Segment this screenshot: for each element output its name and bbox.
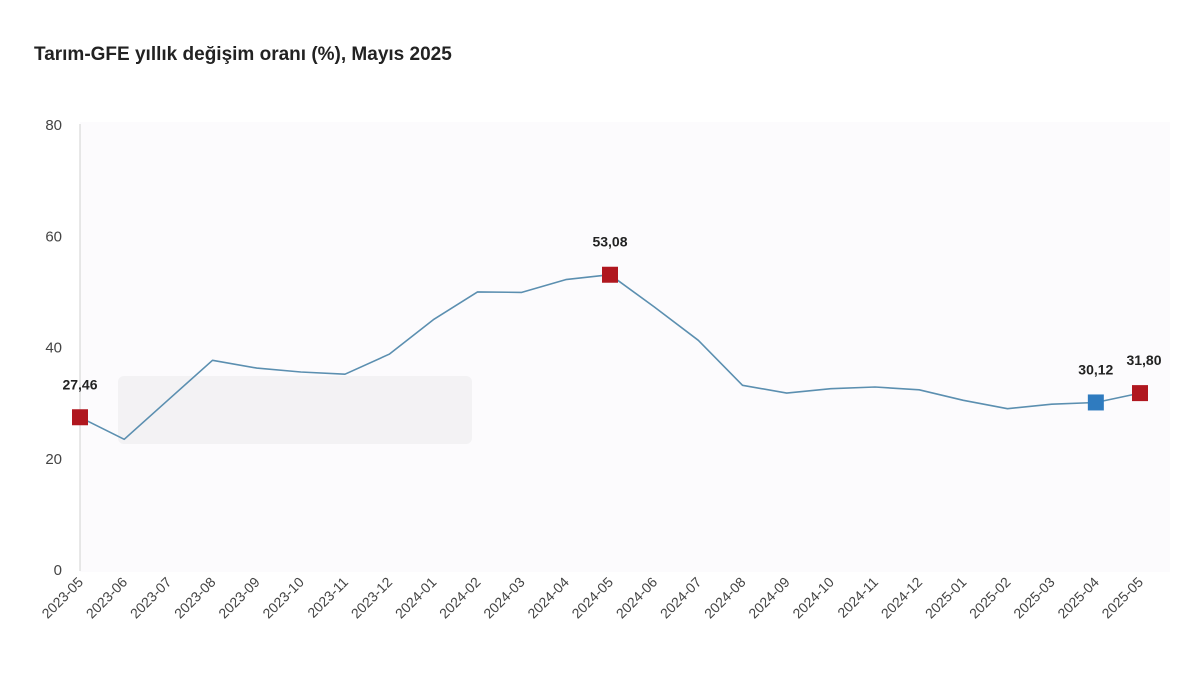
y-tick-label: 40 (45, 340, 62, 357)
x-tick-label: 2023-06 (83, 574, 131, 622)
x-tick-label: 2023-11 (304, 574, 351, 621)
highlight-marker (1087, 394, 1104, 411)
x-tick-label: 2023-10 (259, 574, 307, 622)
highlight-marker (602, 266, 618, 283)
x-tick-label: 2024-04 (524, 574, 572, 622)
x-tick-label: 2023-12 (348, 574, 396, 622)
highlight-marker (1132, 385, 1148, 402)
x-tick-label: 2024-10 (789, 574, 837, 622)
x-tick-label: 2024-03 (480, 574, 528, 622)
data-labels: 27,46 53,08 30,12 31,80 (62, 234, 1161, 393)
data-label: 27,46 (62, 376, 97, 392)
data-label: 31,80 (1126, 352, 1161, 368)
x-tick-label: 2025-01 (922, 574, 970, 622)
x-tick-label: 2023-05 (38, 574, 86, 622)
x-tick-label: 2024-09 (745, 574, 793, 622)
x-tick-label: 2024-01 (392, 574, 440, 622)
chart-title: Tarım-GFE yıllık değişim oranı (%), Mayı… (34, 44, 452, 65)
x-tick-label: 2023-07 (127, 574, 175, 622)
x-tick-label: 2025-05 (1098, 574, 1146, 622)
y-tick-label: 20 (45, 451, 62, 468)
x-tick-label: 2025-04 (1054, 574, 1102, 622)
y-tick-label: 80 (45, 117, 62, 134)
x-tick-label: 2024-07 (657, 574, 705, 622)
watermark-overlay (118, 376, 472, 444)
data-label: 30,12 (1078, 361, 1113, 377)
x-tick-label: 2024-08 (701, 574, 749, 622)
data-label: 53,08 (592, 234, 627, 250)
y-axis-ticks: 0 20 40 60 80 (45, 117, 62, 579)
x-tick-label: 2024-06 (613, 574, 661, 622)
x-tick-label: 2024-12 (878, 574, 926, 622)
y-tick-label: 60 (45, 228, 62, 245)
series-markers (72, 266, 1148, 426)
x-tick-label: 2023-09 (215, 574, 263, 622)
x-tick-label: 2024-11 (834, 574, 881, 621)
highlight-marker (72, 409, 88, 426)
x-tick-label: 2024-05 (568, 574, 616, 622)
y-tick-label: 0 (54, 562, 62, 579)
chart-plot-background (80, 122, 1170, 572)
x-axis-ticks: 2023-052023-062023-072023-082023-092023-… (38, 574, 1146, 622)
x-tick-label: 2024-02 (436, 574, 484, 622)
x-tick-label: 2023-08 (171, 574, 219, 622)
x-tick-label: 2025-03 (1010, 574, 1058, 622)
x-tick-label: 2025-02 (966, 574, 1014, 622)
